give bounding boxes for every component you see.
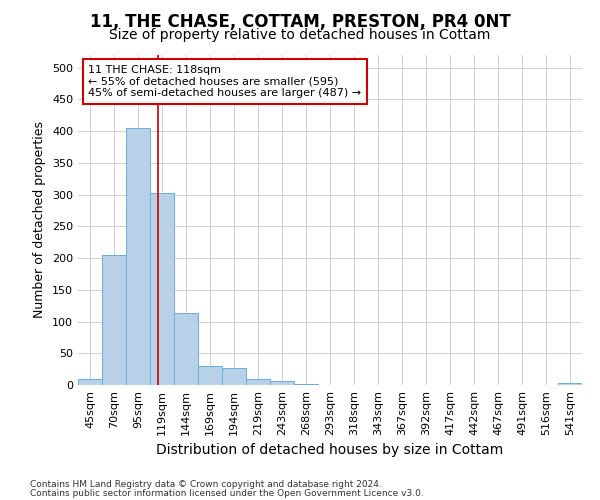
Bar xyxy=(150,192,174,385)
Bar xyxy=(126,128,150,385)
Text: 11, THE CHASE, COTTAM, PRESTON, PR4 0NT: 11, THE CHASE, COTTAM, PRESTON, PR4 0NT xyxy=(89,12,511,30)
Bar xyxy=(246,380,270,385)
Bar xyxy=(78,378,102,385)
Text: Size of property relative to detached houses in Cottam: Size of property relative to detached ho… xyxy=(109,28,491,42)
Bar xyxy=(102,255,126,385)
Bar xyxy=(198,366,222,385)
Bar xyxy=(558,383,582,385)
X-axis label: Distribution of detached houses by size in Cottam: Distribution of detached houses by size … xyxy=(157,444,503,458)
Text: Contains HM Land Registry data © Crown copyright and database right 2024.: Contains HM Land Registry data © Crown c… xyxy=(30,480,382,489)
Bar xyxy=(294,384,318,385)
Bar xyxy=(174,314,198,385)
Bar xyxy=(270,380,294,385)
Y-axis label: Number of detached properties: Number of detached properties xyxy=(34,122,46,318)
Text: 11 THE CHASE: 118sqm
← 55% of detached houses are smaller (595)
45% of semi-deta: 11 THE CHASE: 118sqm ← 55% of detached h… xyxy=(88,65,361,98)
Bar xyxy=(222,368,246,385)
Text: Contains public sector information licensed under the Open Government Licence v3: Contains public sector information licen… xyxy=(30,489,424,498)
